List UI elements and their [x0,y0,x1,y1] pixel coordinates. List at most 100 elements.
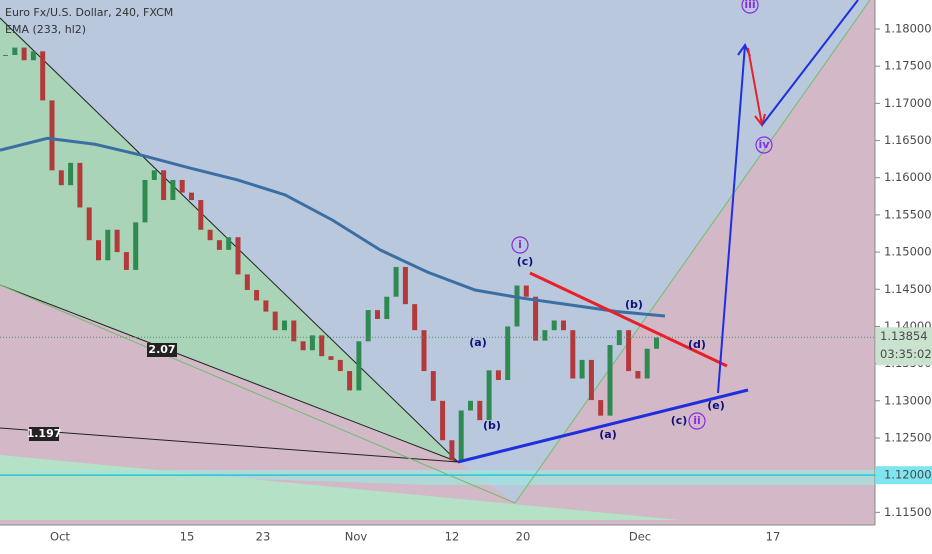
x-tick-label: Oct [50,530,70,544]
trend-line [0,284,459,463]
level-badge [876,466,932,485]
wave-circle [755,136,773,154]
candle [282,320,287,331]
wave-label: (d) [688,338,706,351]
candle [12,47,18,56]
projection [717,44,746,394]
chart-title: Euro Fx/U.S. Dollar, 240, FXCM [5,6,173,19]
candle [430,371,436,401]
candle [216,240,222,250]
candle [226,237,232,250]
candle [356,341,362,391]
x-tick-label: Nov [345,530,368,544]
x-tick-label: 12 [445,530,460,544]
wave-label: (b) [625,298,643,311]
candle [235,237,241,275]
candle [58,170,64,186]
candle [254,290,260,301]
candle [133,222,139,270]
y-tick-label: 1.17000 [884,96,932,110]
x-tick-label: Dec [629,530,651,544]
candle [635,371,641,379]
x-tick-label: 23 [256,530,271,544]
y-tick-label: 1.11500 [884,505,932,519]
wave-label: 2.07 [148,343,175,356]
candle [402,266,408,305]
wave-circle [741,0,759,14]
candle [198,200,204,230]
candle [468,400,473,411]
candle [179,179,185,193]
candle [598,400,604,416]
y-tick-label: 1.14500 [884,282,932,296]
candle [244,274,250,291]
y-tick-label: 1.13000 [884,393,932,407]
candle [161,170,167,201]
trend-line [0,427,459,463]
candle [309,335,315,351]
y-tick-label: 1.15000 [884,245,932,259]
y-tick-label: 1.16500 [884,133,932,147]
candle [40,51,46,101]
wave-label: iv [759,138,771,151]
candle [328,356,334,360]
wave-label: 1.197 [27,427,62,440]
price-axis [875,0,932,550]
fan-line [0,284,516,504]
last-price-badge [876,327,932,366]
y-tick-label: 1.18000 [884,22,932,36]
last-price-label: 1.13854 [880,329,928,343]
wave-label: (c) [517,255,534,268]
candle [30,51,36,61]
candle [272,311,278,331]
wave-circle [688,412,706,430]
candle [551,320,557,331]
candle [263,300,269,312]
projection [761,0,859,126]
ema-line [0,136,666,318]
candle [384,296,390,320]
candle [542,330,548,341]
x-tick-label: 17 [766,530,781,544]
projection [747,47,763,126]
candle [421,330,427,372]
candle [49,100,55,171]
candle [375,310,380,320]
candle [347,371,353,391]
candle [96,240,101,261]
zone-cyan [0,470,875,485]
candle [570,330,576,379]
candle [579,359,585,379]
candle [440,400,446,441]
candle [514,285,520,327]
candle [3,55,8,57]
candle [86,207,92,241]
level-label: 1.12000 [884,468,932,482]
wave-label: iii [744,0,755,11]
wave-circle [511,236,529,254]
candle [654,337,659,349]
candle [477,400,483,421]
candle [495,370,501,380]
time-axis [0,525,875,550]
candle [644,348,650,379]
marks [0,47,666,461]
fan-line [514,0,871,504]
candle [626,330,632,372]
candle [319,335,325,357]
wave-label: (e) [707,399,725,412]
candle [412,304,418,331]
label-box [29,427,59,441]
candle [486,370,492,421]
x-tick-label: 20 [516,530,531,544]
label-box [147,343,177,357]
candle [189,192,194,201]
candle [588,359,594,401]
candle [123,252,129,270]
candle [458,410,464,461]
candle [449,440,455,461]
candle [151,170,157,180]
candle [337,359,343,372]
candle [616,330,622,346]
